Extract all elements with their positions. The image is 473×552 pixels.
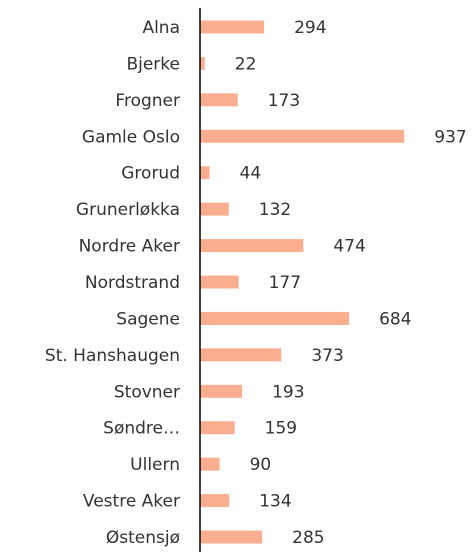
bar: [200, 530, 263, 544]
y-tick-label: Ullern: [130, 455, 180, 475]
bar: [200, 457, 220, 471]
bar: [200, 348, 282, 362]
bar: [200, 421, 235, 435]
data-label: 474: [333, 237, 365, 257]
data-label: 193: [272, 382, 304, 402]
y-tick-label: Alna: [142, 18, 180, 38]
y-tick-label: Sagene: [116, 309, 180, 329]
y-tick-label: Nordre Aker: [79, 237, 180, 257]
y-tick-label: Grunerløkka: [76, 200, 180, 220]
data-label: 373: [311, 346, 343, 366]
y-tick-label: Søndre…: [103, 419, 180, 439]
y-tick-label: Østensjø: [106, 528, 180, 548]
data-label: 684: [379, 309, 411, 329]
bar: [200, 384, 243, 398]
data-label: 173: [268, 91, 300, 111]
data-label: 22: [235, 54, 257, 74]
data-label: 134: [259, 492, 291, 512]
data-label: 285: [292, 528, 324, 548]
data-label: 132: [259, 200, 291, 220]
y-tick-label: St. Hanshaugen: [45, 346, 180, 366]
bar: [200, 311, 350, 325]
bar: [200, 166, 210, 180]
y-tick-label: Gamle Oslo: [82, 127, 180, 147]
y-tick-label: Stovner: [114, 382, 180, 402]
y-tick-label: Frogner: [115, 91, 180, 111]
data-label: 90: [250, 455, 272, 475]
y-tick-label: Grorud: [121, 164, 180, 184]
y-tick-label: Bjerke: [126, 54, 180, 74]
y-tick-label: Nordstrand: [85, 273, 180, 293]
bar: [200, 494, 230, 508]
bar: [200, 239, 304, 253]
data-label: 177: [269, 273, 301, 293]
bar: [200, 56, 205, 70]
bar: [200, 20, 265, 34]
y-tick-label: Vestre Aker: [83, 492, 180, 512]
data-label: 159: [265, 419, 297, 439]
bar: [200, 129, 405, 143]
bar: [200, 202, 229, 216]
data-label: 44: [240, 164, 262, 184]
bar: [200, 93, 238, 107]
bar: [200, 275, 239, 289]
data-label: 294: [294, 18, 326, 38]
data-label: 937: [434, 127, 466, 147]
